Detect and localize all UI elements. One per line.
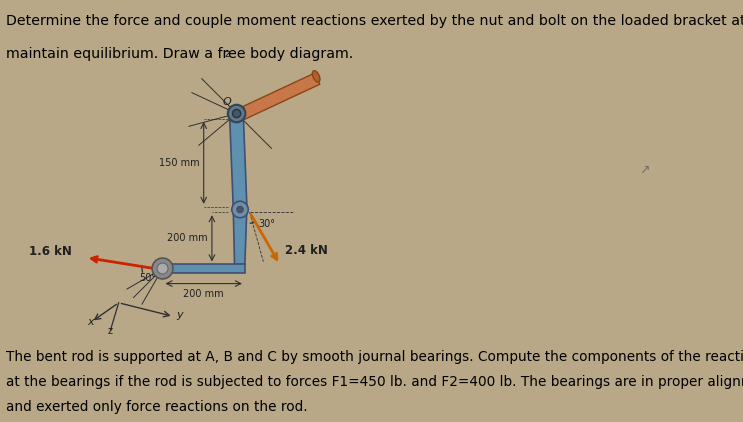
Text: and exerted only force reactions on the rod.: and exerted only force reactions on the … [6,400,308,414]
Text: 30°: 30° [258,219,275,229]
Polygon shape [233,207,247,264]
Text: 200 mm: 200 mm [167,233,208,243]
Ellipse shape [312,70,320,82]
Text: Determine the force and couple moment reactions exerted by the nut and bolt on t: Determine the force and couple moment re… [6,14,743,28]
Text: maintain equilibrium. Draw a free body diagram.: maintain equilibrium. Draw a free body d… [6,47,353,61]
Text: 2.4 kN: 2.4 kN [285,243,328,257]
Circle shape [233,109,241,118]
Text: y: y [176,310,183,320]
Polygon shape [230,119,247,207]
Text: ↗: ↗ [639,164,649,177]
Circle shape [157,263,168,274]
Text: 150 mm: 150 mm [159,158,200,168]
Text: x: x [87,317,94,327]
Polygon shape [163,264,245,273]
Text: The bent rod is supported at A, B and C by smooth journal bearings. Compute the : The bent rod is supported at A, B and C … [6,350,743,364]
Text: z: z [108,326,113,336]
Polygon shape [235,73,319,122]
Text: at the bearings if the rod is subjected to forces F1=450 lb. and F2=400 lb. The : at the bearings if the rod is subjected … [6,375,743,389]
Text: 200 mm: 200 mm [184,289,224,299]
Circle shape [152,258,173,279]
Text: O: O [223,97,231,107]
Circle shape [228,105,245,122]
Text: z: z [224,49,230,59]
Text: 50°: 50° [139,273,156,283]
Circle shape [237,206,244,213]
Circle shape [232,201,248,218]
Text: 1.6 kN: 1.6 kN [29,245,72,258]
